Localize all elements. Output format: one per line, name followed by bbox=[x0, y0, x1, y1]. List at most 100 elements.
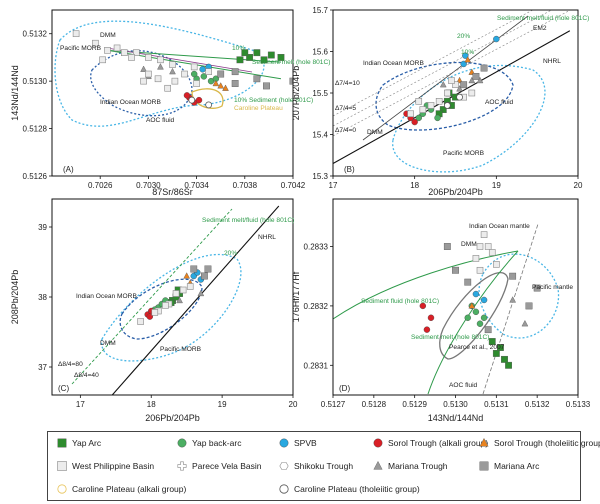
legend-marker bbox=[177, 461, 187, 471]
annotation: AOC fluid bbox=[146, 117, 175, 124]
data-point bbox=[480, 296, 488, 304]
annotation: Sediment melt (hole 801C) bbox=[252, 59, 330, 66]
data-point bbox=[197, 289, 205, 297]
data-point bbox=[172, 290, 180, 297]
annotation: 10% Sediment (hole 801C) bbox=[234, 97, 313, 104]
y-tick-label: 0.2833 bbox=[304, 243, 329, 252]
data-point bbox=[157, 56, 164, 64]
panel-label: (A) bbox=[63, 165, 74, 174]
data-point bbox=[476, 266, 484, 274]
legend: Yap Arc Yap back-arc SPVB Sorol Trough (alk… bbox=[47, 431, 600, 501]
legend-marker-icon bbox=[177, 438, 187, 448]
data-point bbox=[217, 70, 225, 78]
data-point bbox=[236, 56, 244, 64]
series-sorol-trough-tholeiitic-group- bbox=[212, 79, 229, 91]
series-caroline-plateau-tholeiitic-group- bbox=[443, 93, 463, 109]
data-point bbox=[190, 70, 198, 78]
data-point bbox=[157, 63, 164, 70]
legend-marker bbox=[373, 460, 383, 470]
data-point bbox=[121, 49, 128, 56]
data-point bbox=[419, 302, 427, 310]
data-point bbox=[480, 64, 488, 72]
annotation: AOC fluid bbox=[485, 99, 514, 106]
data-point bbox=[488, 249, 496, 256]
x-tick-label: 17 bbox=[329, 181, 338, 190]
data-point bbox=[472, 72, 480, 80]
plot-area bbox=[54, 20, 293, 127]
data-point bbox=[195, 96, 203, 104]
annotation: 10% bbox=[461, 49, 474, 56]
data-point bbox=[464, 56, 472, 63]
y-tick-label: 15.5 bbox=[312, 89, 328, 98]
legend-item: Mariana Trough bbox=[372, 459, 448, 473]
data-point bbox=[468, 302, 476, 309]
legend-marker-icon bbox=[479, 437, 489, 447]
y-axis-label: 176Hf/177Hf bbox=[291, 271, 301, 322]
legend-marker bbox=[373, 438, 383, 448]
y-axis-label: 143Nd/144Nd bbox=[10, 65, 20, 121]
data-point bbox=[181, 70, 188, 78]
data-point bbox=[260, 56, 268, 64]
series-yap-arc bbox=[236, 49, 285, 64]
plot-area bbox=[333, 10, 572, 173]
annotation: Sediment melt (hole 801C) bbox=[411, 334, 489, 341]
x-tick-label: 0.7034 bbox=[184, 181, 209, 190]
pacific-morb-field bbox=[54, 20, 265, 127]
data-point bbox=[533, 284, 541, 292]
data-point bbox=[419, 106, 427, 113]
data-point bbox=[443, 102, 451, 109]
data-point bbox=[472, 290, 480, 298]
data-point bbox=[464, 278, 472, 286]
annotation: 10% bbox=[232, 45, 245, 52]
data-point bbox=[145, 70, 152, 78]
indian-ocean-morb-field bbox=[119, 278, 203, 340]
y-tick-label: 0.2832 bbox=[304, 302, 329, 311]
legend-marker-icon bbox=[279, 462, 289, 470]
series-mariana-trough bbox=[176, 289, 205, 304]
data-point bbox=[140, 77, 147, 85]
annotation: Pearce et al., 2007 bbox=[449, 344, 505, 351]
data-point bbox=[460, 81, 468, 89]
legend-marker-icon bbox=[279, 484, 289, 494]
data-point bbox=[231, 68, 239, 76]
annotation: Sediment fluid (hole 801C) bbox=[361, 298, 439, 305]
data-point bbox=[476, 76, 484, 84]
series-sorol-trough-alkali-group- bbox=[419, 302, 435, 333]
pacific-morb-field bbox=[101, 253, 242, 362]
x-tick-label: 0.5128 bbox=[362, 400, 387, 409]
y-tick-label: 15.4 bbox=[312, 131, 328, 140]
data-point bbox=[468, 89, 476, 97]
data-point bbox=[186, 283, 194, 290]
data-point bbox=[164, 84, 171, 92]
data-point bbox=[253, 75, 261, 83]
y-tick-label: 15.3 bbox=[312, 172, 328, 181]
data-point bbox=[415, 114, 422, 122]
data-point bbox=[476, 320, 484, 327]
data-point bbox=[263, 82, 270, 90]
annotation: Pacific mantle bbox=[532, 284, 573, 291]
annotation: 20% bbox=[224, 250, 237, 257]
x-axis-label: 87Sr/86Sr bbox=[152, 187, 193, 197]
annotation: Pacific MORB bbox=[160, 346, 202, 353]
series-sorol-trough-alkali-group- bbox=[183, 92, 203, 106]
x-tick-label: 19 bbox=[218, 400, 227, 409]
data-point bbox=[188, 96, 196, 104]
data-point bbox=[151, 309, 159, 316]
data-point bbox=[427, 314, 435, 321]
data-point bbox=[423, 326, 431, 333]
annotation: Indian Ocean mantle bbox=[469, 223, 530, 230]
data-point bbox=[154, 75, 162, 83]
data-point bbox=[492, 350, 500, 357]
x-tick-label: 18 bbox=[147, 400, 156, 409]
y-tick-label: 15.6 bbox=[312, 48, 328, 57]
sediment-fluid-curve bbox=[333, 250, 519, 320]
series-yap-arc bbox=[488, 338, 512, 369]
legend-marker-icon bbox=[57, 461, 67, 471]
data-point bbox=[411, 118, 418, 126]
data-point bbox=[452, 266, 459, 274]
legend-marker bbox=[279, 438, 289, 448]
data-point bbox=[246, 54, 254, 61]
data-point bbox=[113, 44, 121, 52]
legend-label: Sorol Trough (tholeiitic group) bbox=[494, 438, 600, 448]
legend-label: Shikoku Trough bbox=[294, 461, 354, 471]
